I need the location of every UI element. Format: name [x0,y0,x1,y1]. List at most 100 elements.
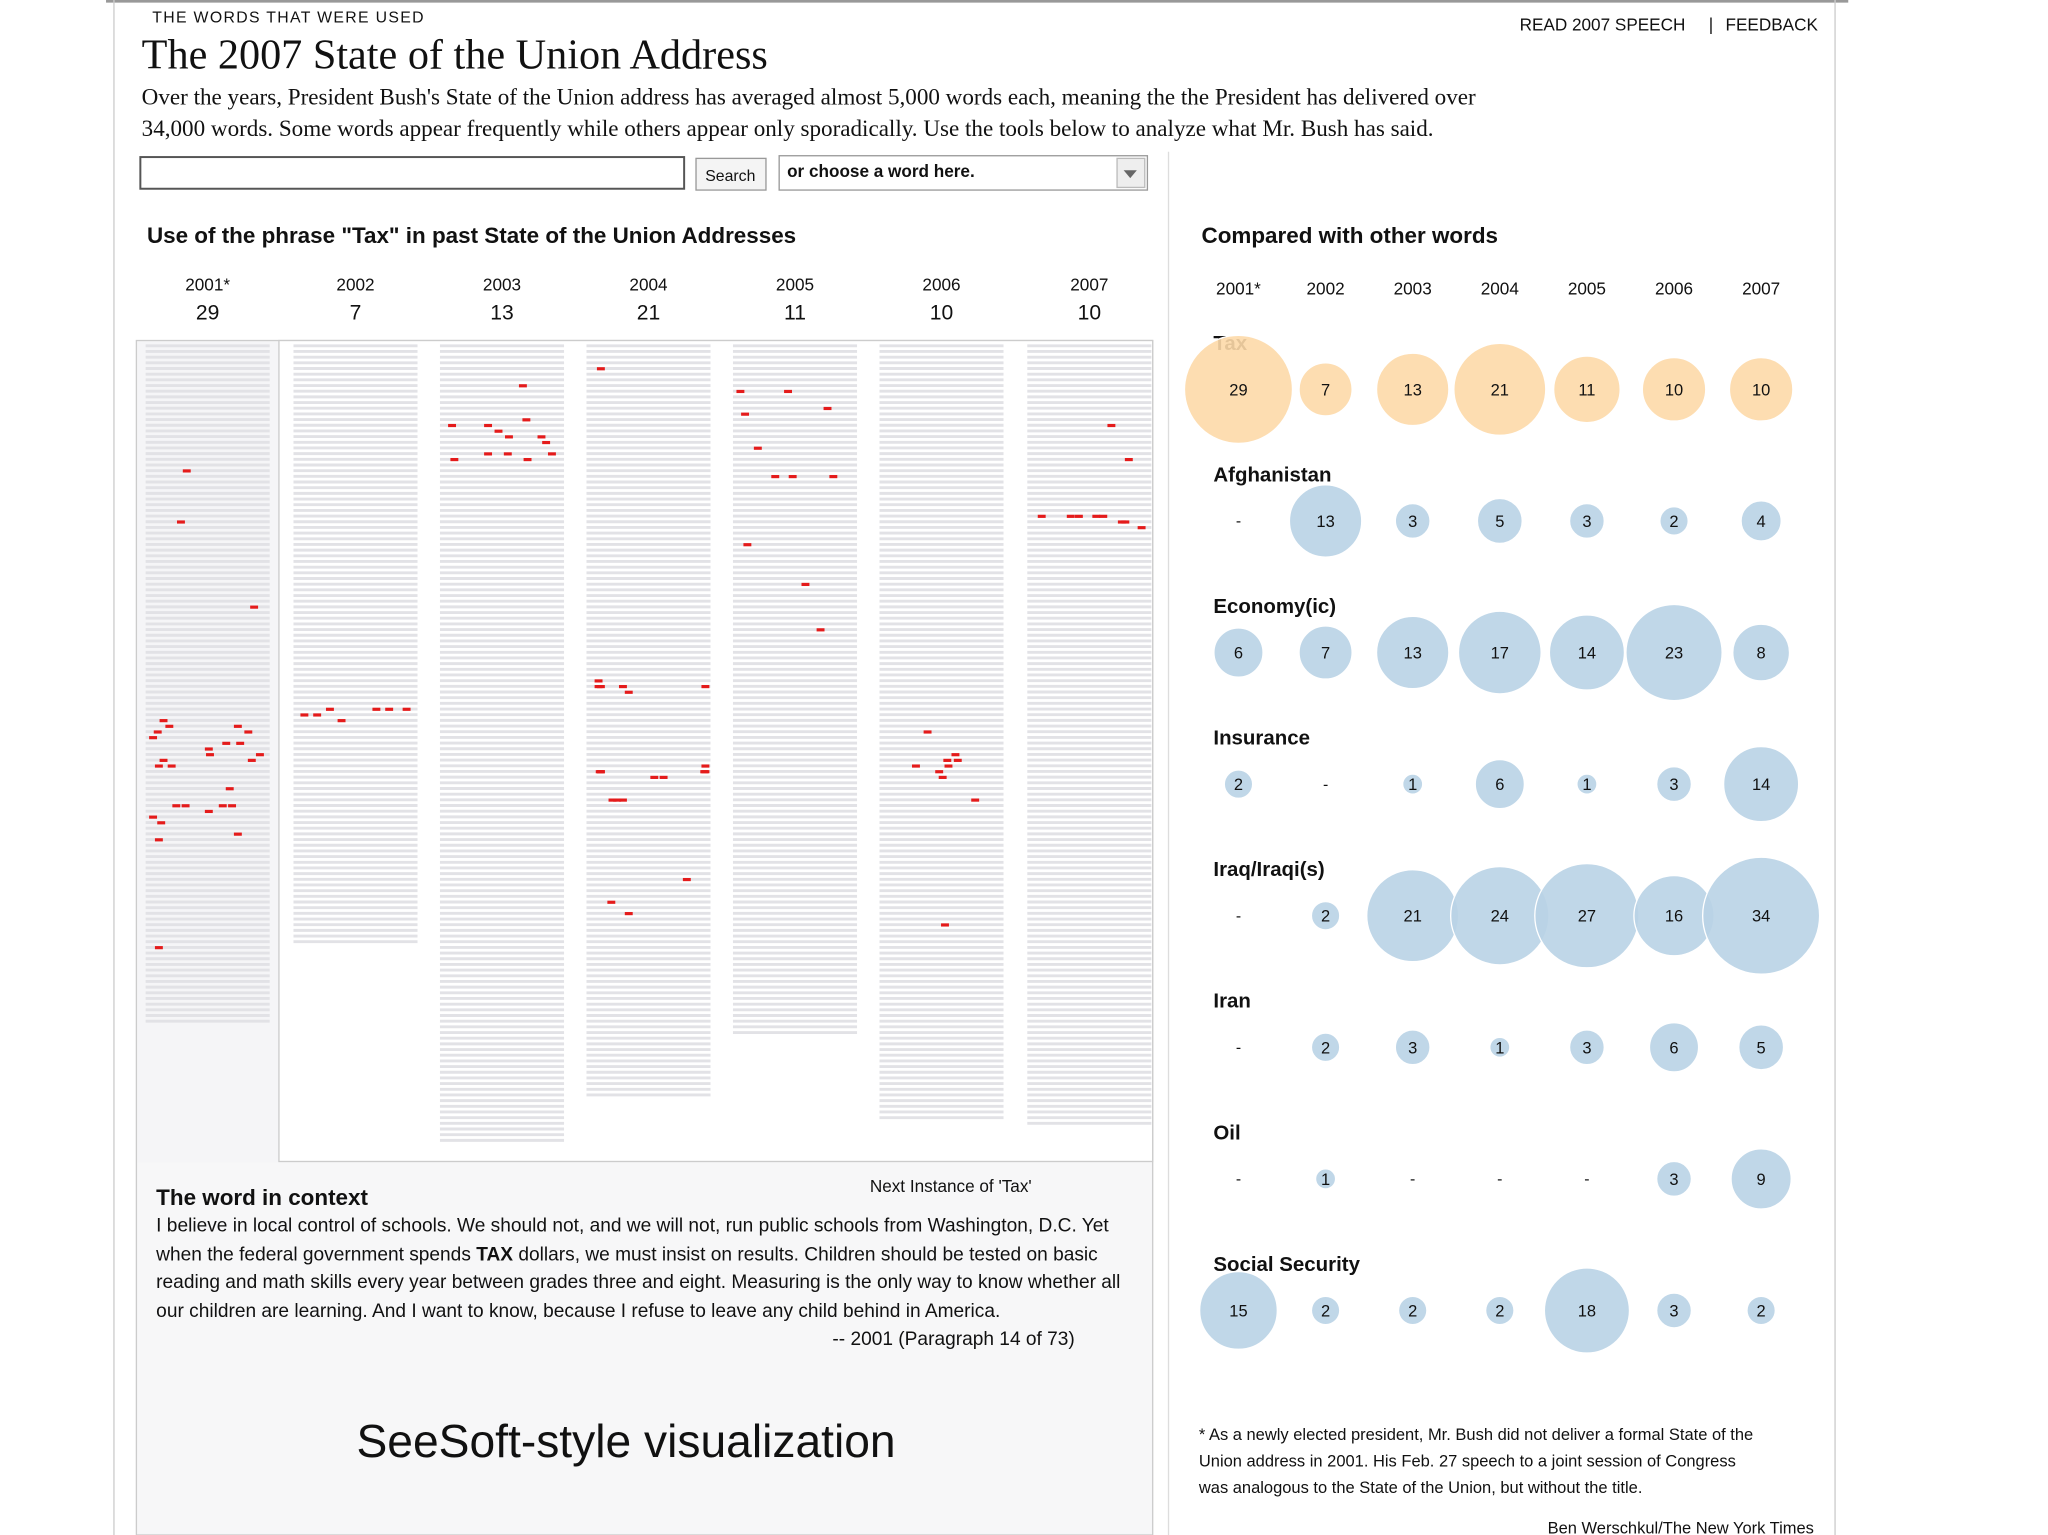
word-hit [944,764,953,768]
word-hit [523,457,532,462]
text-rows [1027,344,1152,1125]
bubble [1641,356,1707,422]
word-hit [503,452,512,456]
link[interactable]: READ 2007 SPEECH [1520,14,1686,34]
bubble [1728,356,1794,422]
word-hit [753,446,762,450]
bubble [1223,769,1254,799]
bubble-label: 1 [1321,1171,1330,1189]
bubble-label: 13 [1404,381,1422,399]
bubble-label: 15 [1229,1302,1247,1320]
bubble [1655,766,1693,803]
word-hit [494,429,503,433]
year-label: 2006 [1655,278,1693,298]
word-hit [537,435,546,439]
bubble-label: 9 [1757,1171,1766,1189]
word-hit [181,804,190,808]
bubble-label: 7 [1321,644,1330,662]
word-hit [337,719,346,723]
word-hit [218,804,227,808]
word-hit [165,724,174,728]
missing-value: - [1584,1171,1589,1188]
row-label: Iraq/Iraqi(s) [1213,858,1324,881]
bubble [1397,1295,1428,1326]
bubble [1625,603,1723,702]
word-hit [547,452,556,456]
word-hit [204,809,213,814]
seesoft-inner [278,339,1154,1163]
next-instance-link[interactable]: Next Instance of 'Tax' [870,1176,1032,1196]
missing-value: - [1236,908,1241,925]
bubble [1394,502,1431,539]
word-hit [1037,514,1046,518]
bubble [1474,758,1526,810]
row-label: Economy(ic) [1213,595,1336,618]
search-button[interactable] [695,157,767,191]
bubble-label: 2 [1757,1302,1766,1320]
word-hit [206,753,214,757]
word-hit [596,685,605,689]
word-hit [941,923,949,927]
word-hit [402,707,411,711]
word-hit [172,804,181,808]
dropdown-label: or choose a word here. [787,161,975,181]
bubble-label: 10 [1752,381,1770,399]
word-hit [923,730,932,734]
word-hit [153,730,162,734]
bubble [1576,773,1598,795]
bubble-label: 16 [1665,908,1683,926]
year-label: 2001* [185,274,230,294]
bubble [1457,610,1542,695]
search-input[interactable] [139,156,686,190]
word-hit [624,690,633,694]
year-label: 2004 [1481,278,1520,298]
bubble [1730,1148,1792,1210]
bubble-label: 2 [1669,513,1678,531]
word-hit [700,770,709,774]
word-hit [650,775,659,779]
bubble [1198,1270,1278,1351]
word-hit [701,764,710,768]
search-button-label: Search [705,168,755,185]
word-hit [618,685,627,689]
word-hit [233,832,242,836]
word-hit [233,724,242,728]
bubble [1568,1029,1605,1066]
bubble [1548,614,1626,691]
word-hit [743,543,752,547]
bubble [1310,1295,1341,1326]
missing-value: - [1236,513,1241,530]
intro: Over the years, President Bush's State o… [142,83,1476,109]
word-hit [594,679,603,683]
text-rows [293,344,418,944]
row-label: Afghanistan [1213,463,1331,486]
word-hit [149,815,158,819]
bubble [1722,745,1800,823]
bubble-label: 17 [1491,644,1509,662]
bubble [1402,773,1424,795]
bubble [1740,500,1782,542]
bubble-label: 7 [1321,381,1330,399]
word-hit [236,741,245,745]
year-label: 2001* [1216,278,1261,298]
bubble [1568,502,1605,539]
bubble [1484,1295,1515,1326]
word-hit [829,475,838,479]
word-hit [313,713,322,717]
word-hit [448,423,457,428]
text-rows [586,344,711,1097]
bubble-label: 34 [1752,908,1770,926]
title: The 2007 State of the Union Address [142,32,768,79]
word-hit [771,475,780,479]
word-hit [149,736,158,740]
word-dropdown[interactable] [778,155,1149,191]
link[interactable]: FEEDBACK [1726,14,1819,34]
context-title: The word in context [156,1185,368,1210]
year-label: 2005 [776,274,814,294]
bubble-label: 18 [1578,1302,1596,1320]
text-rows [439,344,565,1142]
count-label: 7 [350,301,362,324]
text-rows [145,344,270,1023]
count-label: 10 [1078,301,1101,324]
credit: Ben Werschkul/The New York Times [1548,1520,1814,1535]
